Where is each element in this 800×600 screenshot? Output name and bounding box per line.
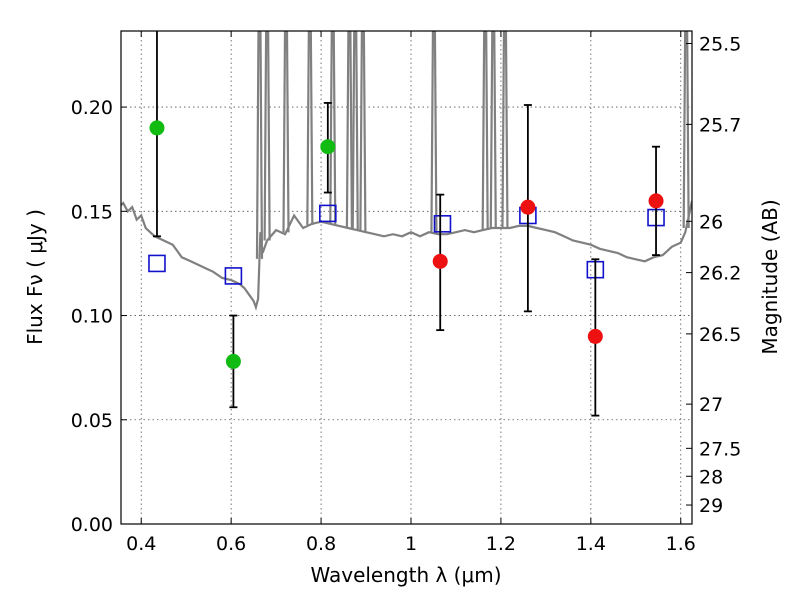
y2-tick-label: 26.5 [699,324,741,346]
emission-line-spike [306,31,314,225]
y-tick-label: 0.05 [71,410,113,432]
y-axis-label: Flux Fν ( μJy ) [23,209,47,345]
x-tick-label: 0.8 [306,533,336,555]
emission-line-spike [255,31,264,259]
grid [121,31,692,525]
emission-line-spike [351,31,359,230]
emission-line-spike [682,31,690,229]
x-tick-label: 1.2 [486,533,516,555]
data-layer [121,31,692,311]
y-tick-label: 0.20 [71,97,113,119]
ticks: 0.4 0.6 0.8 1 1.2 1.4 1.6 0.00 0.05 0.10 0.15 0.20 2… [71,31,741,555]
emission-line-spike [329,31,337,225]
x-tick-label: 1 [405,533,417,555]
red-photometry-point [587,328,603,344]
emission-line-spike [430,31,438,234]
emission-line-spike [501,31,509,229]
x-tick-label: 1.4 [576,533,606,555]
emission-line-spike [345,31,353,229]
plot-background [121,31,692,524]
red-photometry-point [520,199,536,215]
y2-tick-label: 29 [699,495,723,517]
x-tick-label: 0.6 [216,533,246,555]
y2-tick-label: 25.5 [699,34,741,56]
red-photometry-point [648,193,664,209]
marker-layer [148,31,665,417]
y2-tick-label: 25.7 [699,114,741,136]
emission-line-spike [359,31,367,232]
x-tick-label: 1.6 [666,533,696,555]
green-photometry-point [225,353,241,369]
model-photometry-square [148,254,166,273]
y-tick-label: 0.15 [71,201,113,223]
red-photometry-point [432,253,448,269]
model-photometry-square [319,204,337,223]
model-photometry-square [224,267,243,285]
plot-frame [120,30,693,525]
y2-axis-label: Magnitude (AB) [758,199,782,354]
green-photometry-point [149,120,165,136]
x-tick-label: 0.4 [126,533,156,555]
emission-line-spike [263,31,271,241]
y2-tick-label: 28 [699,466,723,488]
y2-tick-label: 27.5 [699,438,741,460]
y2-tick-label: 27 [699,394,723,416]
y2-tick-label: 26 [699,211,723,233]
y-tick-label: 0.10 [71,306,113,328]
emission-line-spike [489,31,497,229]
green-photometry-point [320,139,336,155]
model-photometry-square [433,215,452,233]
y-tick-label: 0.00 [71,514,113,536]
x-axis-label: Wavelength λ (μm) [310,563,501,587]
emission-line-spike [282,31,290,233]
y2-tick-label: 26.2 [699,263,741,285]
emission-line-spike [481,31,489,230]
